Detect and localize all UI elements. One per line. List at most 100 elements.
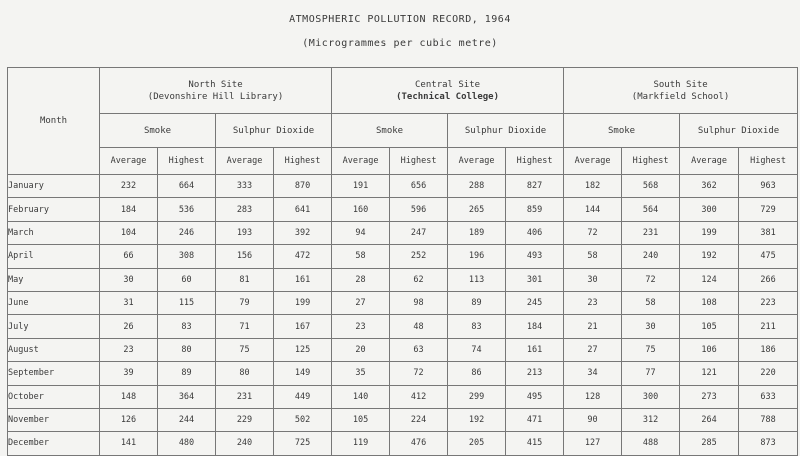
value-cell: 125	[272, 337, 333, 363]
month-header: Month	[7, 67, 100, 175]
site-name: Central Site	[415, 79, 481, 90]
value-cell: 264	[679, 407, 740, 433]
table-row: October 148 364 231 449 140 412 299 495 128 300 273…	[7, 384, 799, 409]
site-header-south: South Site (Markfield School)	[563, 67, 799, 114]
value-cell: 312	[621, 407, 681, 433]
value-cell: 121	[679, 361, 740, 386]
value-cell: 86	[447, 361, 507, 386]
value-cell: 39	[99, 361, 158, 386]
value-cell: 79	[215, 290, 274, 316]
value-cell: 472	[272, 244, 333, 269]
table-row: June 31 115 79 199 27 98 89 245 23 58 108 223	[7, 290, 799, 316]
value-cell: 873	[738, 431, 799, 456]
value-cell: 167	[272, 314, 333, 339]
value-cell: 161	[272, 267, 333, 292]
value-cell: 223	[738, 290, 799, 316]
value-cell: 27	[331, 290, 391, 316]
value-cell: 471	[505, 407, 565, 433]
value-cell: 127	[563, 431, 623, 456]
value-cell: 21	[563, 314, 623, 339]
value-cell: 245	[505, 290, 565, 316]
value-cell: 23	[99, 337, 158, 363]
pollutant-header: Sulphur Dioxide	[447, 113, 565, 148]
stat-header: Highest	[621, 147, 681, 175]
stat-header: Highest	[272, 147, 333, 175]
value-cell: 229	[215, 407, 274, 433]
pollutant-header: Smoke	[563, 113, 681, 148]
table-row: July 26 83 71 167 23 48 83 184 21 30 105 211	[7, 314, 799, 339]
value-cell: 90	[563, 407, 623, 433]
value-cell: 115	[157, 290, 216, 316]
value-cell: 288	[447, 173, 507, 199]
value-cell: 232	[99, 173, 158, 199]
value-cell: 144	[563, 197, 623, 222]
site-name: South Site	[653, 79, 708, 90]
value-cell: 299	[447, 384, 507, 409]
value-cell: 98	[389, 290, 449, 316]
value-cell: 140	[331, 384, 391, 409]
value-cell: 105	[331, 407, 391, 433]
value-cell: 104	[99, 220, 158, 246]
month-cell: April	[7, 244, 100, 269]
document-subtitle: (Microgrammes per cubic metre)	[302, 38, 498, 49]
month-cell: June	[7, 290, 100, 316]
value-cell: 141	[99, 431, 158, 456]
value-cell: 80	[215, 361, 274, 386]
value-cell: 31	[99, 290, 158, 316]
value-cell: 27	[563, 337, 623, 363]
stat-header: Average	[331, 147, 391, 175]
table-row: January 232 664 333 870 191 656 288 827 182 568 362…	[7, 173, 799, 199]
month-cell: February	[7, 197, 100, 222]
value-cell: 184	[99, 197, 158, 222]
pollution-table: Month North Site (Devonshire Hill Librar…	[7, 67, 799, 456]
value-cell: 244	[157, 407, 216, 433]
value-cell: 126	[99, 407, 158, 433]
value-cell: 870	[272, 173, 333, 199]
table-row: April 66 308 156 472 58 252 196 493 58 240 192 475	[7, 244, 799, 269]
pollutant-header: Sulphur Dioxide	[214, 113, 333, 148]
value-cell: 963	[738, 173, 799, 199]
stat-header: Average	[679, 147, 740, 175]
value-cell: 449	[272, 384, 333, 409]
value-cell: 664	[157, 173, 216, 199]
month-cell: November	[7, 407, 100, 433]
pollutant-header: Smoke	[331, 113, 449, 148]
value-cell: 74	[447, 337, 507, 363]
value-cell: 641	[272, 197, 333, 222]
value-cell: 564	[621, 197, 681, 222]
table-row: August 23 80 75 125 20 63 74 161 27 75 106 186	[7, 337, 799, 363]
value-cell: 196	[447, 244, 507, 269]
value-cell: 495	[505, 384, 565, 409]
site-location: (Devonshire Hill Library)	[147, 91, 284, 102]
month-cell: September	[7, 361, 100, 386]
value-cell: 568	[621, 173, 681, 199]
stat-header: Average	[563, 147, 623, 175]
value-cell: 161	[505, 337, 565, 363]
value-cell: 827	[505, 173, 565, 199]
value-cell: 231	[621, 220, 681, 246]
month-cell: October	[7, 384, 100, 409]
value-cell: 35	[331, 361, 391, 386]
month-cell: July	[7, 314, 100, 339]
value-cell: 333	[215, 173, 274, 199]
value-cell: 81	[215, 267, 274, 292]
month-cell: December	[7, 431, 100, 456]
value-cell: 300	[679, 197, 740, 222]
value-cell: 58	[563, 244, 623, 269]
value-cell: 34	[563, 361, 623, 386]
value-cell: 63	[389, 337, 449, 363]
value-cell: 66	[99, 244, 158, 269]
value-cell: 160	[331, 197, 391, 222]
value-cell: 156	[215, 244, 274, 269]
value-cell: 729	[738, 197, 799, 222]
value-cell: 75	[215, 337, 274, 363]
stat-header: Average	[447, 147, 507, 175]
value-cell: 186	[738, 337, 799, 363]
value-cell: 493	[505, 244, 565, 269]
value-cell: 23	[563, 290, 623, 316]
value-cell: 30	[621, 314, 681, 339]
value-cell: 220	[738, 361, 799, 386]
value-cell: 415	[505, 431, 565, 456]
value-cell: 80	[157, 337, 216, 363]
value-cell: 213	[505, 361, 565, 386]
